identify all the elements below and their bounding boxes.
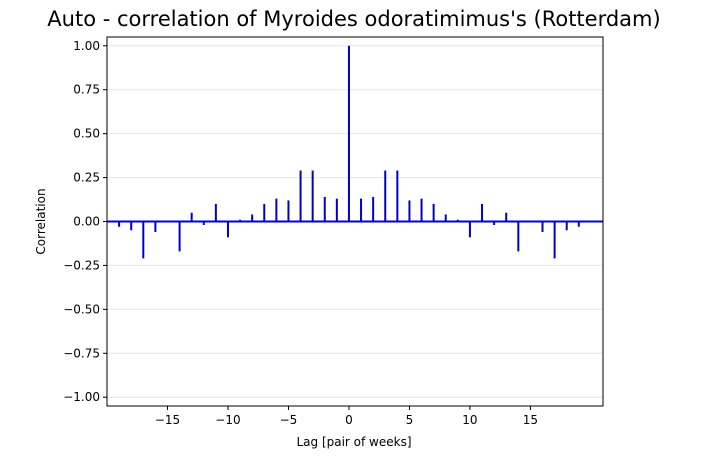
x-tick-label-0: −15 xyxy=(155,413,180,427)
y-tick-label-8: 1.00 xyxy=(73,39,100,53)
y-tick-label-2: −0.50 xyxy=(63,302,100,316)
x-tick-label-3: 0 xyxy=(345,413,353,427)
y-tick-label-4: 0.00 xyxy=(73,215,100,229)
y-tick-label-0: −1.00 xyxy=(63,390,100,404)
y-axis-label: Correlation xyxy=(34,188,48,254)
x-tick-label-5: 10 xyxy=(462,413,477,427)
y-tick-label-1: −0.75 xyxy=(63,346,100,360)
x-axis-label: Lag [pair of weeks] xyxy=(296,435,411,449)
x-tick-label-1: −10 xyxy=(215,413,240,427)
x-tick-label-4: 5 xyxy=(406,413,414,427)
plot-frame xyxy=(106,36,604,407)
x-tick-label-2: −5 xyxy=(280,413,298,427)
y-tick-label-3: −0.25 xyxy=(63,258,100,272)
acf-bars xyxy=(107,45,603,259)
y-tick-label-6: 0.50 xyxy=(73,127,100,141)
x-axis: −15 −10 −5 0 5 10 15 xyxy=(155,406,538,427)
y-tick-label-7: 0.75 xyxy=(73,83,100,97)
y-tick-label-5: 0.25 xyxy=(73,171,100,185)
y-axis: −1.00 −0.75 −0.50 −0.25 0.00 0.25 0.50 0.75 1.00 xyxy=(63,39,107,404)
chart-title: Auto - correlation of Myroides odoratimi… xyxy=(47,7,660,31)
x-tick-label-6: 15 xyxy=(523,413,538,427)
